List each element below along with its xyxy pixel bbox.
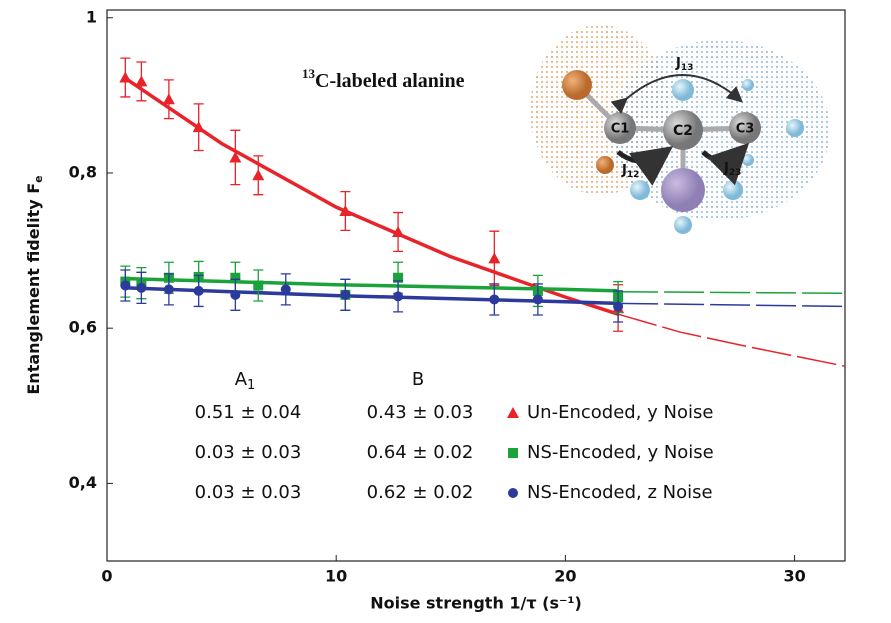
y-axis-label-text: Entanglement fidelity F (24, 183, 43, 395)
point (162, 93, 175, 105)
atom (661, 168, 705, 212)
x-tick-label: 0 (101, 567, 112, 586)
coupling-label: J12 (621, 163, 639, 180)
table-cell: 0.62 ± 0.02 (367, 482, 474, 503)
table-header-sub: 1 (247, 378, 255, 393)
inset-title-text: C-labeled alanine (315, 70, 465, 92)
point (613, 301, 624, 312)
coupling-arrow (610, 74, 744, 114)
point (252, 169, 265, 181)
atom (786, 119, 804, 137)
table-header: A1 (235, 369, 256, 393)
point (193, 285, 204, 296)
table-header: B (412, 369, 424, 390)
fit-extrapolation (618, 302, 846, 308)
legend-label: Un-Encoded, y Noise (527, 402, 713, 423)
point (136, 282, 147, 293)
point (392, 225, 405, 237)
coupling-sub: 13 (681, 63, 694, 73)
x-tick-label: 30 (783, 567, 805, 586)
table-header-text: A (235, 369, 248, 390)
point (253, 280, 264, 291)
fit-extrapolation (618, 290, 846, 295)
fit-extrapolation (617, 313, 846, 367)
legend-label: NS-Encoded, y Noise (527, 442, 714, 463)
coupling-j: J (675, 56, 681, 71)
legend-label: NS-Encoded, z Noise (527, 482, 713, 503)
point (135, 75, 148, 87)
y-axis-label: Entanglement fidelity Fe (24, 175, 46, 394)
point (532, 294, 543, 305)
table-cell: 0.43 ± 0.03 (367, 402, 474, 423)
point (229, 151, 242, 163)
atom (663, 110, 703, 150)
point (120, 280, 131, 291)
coupling-label: J13 (675, 56, 693, 73)
y-tick-label: 0,6 (69, 318, 97, 337)
point (119, 71, 132, 83)
coupling-j: J (723, 161, 729, 176)
inset-title-sup: 13 (302, 66, 316, 81)
table-cell: 0.64 ± 0.02 (367, 442, 474, 463)
point (230, 289, 241, 300)
legend-marker (508, 448, 518, 458)
point (230, 272, 241, 283)
atom-label: C2 (673, 123, 693, 139)
coupling-j: J (621, 163, 627, 178)
legend-marker (507, 407, 519, 418)
atom-label: C3 (736, 122, 755, 137)
atom (742, 79, 754, 91)
atom (723, 180, 743, 200)
plot-frame (106, 9, 846, 562)
y-tick-label: 0,8 (69, 162, 97, 181)
y-axis-label-sub: e (32, 175, 45, 182)
coupling-sub: 12 (627, 170, 640, 180)
point (393, 291, 404, 302)
atom (562, 70, 592, 100)
y-tick-label: 1 (86, 7, 97, 26)
point (339, 204, 352, 216)
inset-title: 13C-labeled alanine (302, 66, 465, 92)
coupling-label: J23 (723, 161, 741, 178)
coupling-arrow (701, 142, 750, 186)
atom (672, 79, 694, 101)
point (488, 252, 501, 264)
atom (674, 216, 692, 234)
point (280, 284, 291, 295)
x-tick-label: 10 (325, 567, 347, 586)
atom (729, 112, 761, 144)
table-cell: 0.03 ± 0.03 (195, 442, 302, 463)
inset: 13C-labeled alanine C1 C2 C3 J13 J12 J23 (302, 25, 830, 234)
atom-label: C1 (611, 122, 630, 137)
point (163, 284, 174, 295)
table-cell: 0.51 ± 0.04 (195, 402, 302, 423)
atom (742, 154, 754, 166)
legend-marker (508, 488, 518, 498)
fit-line (125, 286, 619, 306)
atom (596, 156, 614, 174)
point (340, 289, 351, 300)
x-tick-label: 20 (554, 567, 576, 586)
atom (604, 112, 636, 144)
coupling-sub: 23 (729, 168, 742, 178)
atom (630, 180, 650, 200)
point (393, 272, 404, 283)
coupling-arrow (616, 146, 674, 186)
point (489, 294, 500, 305)
point (192, 121, 205, 133)
fit-line (124, 76, 619, 316)
x-axis-label: Noise strength 1/τ (s⁻¹) (370, 594, 582, 613)
y-tick-label: 0,4 (69, 473, 97, 492)
table-cell: 0.03 ± 0.03 (195, 482, 302, 503)
